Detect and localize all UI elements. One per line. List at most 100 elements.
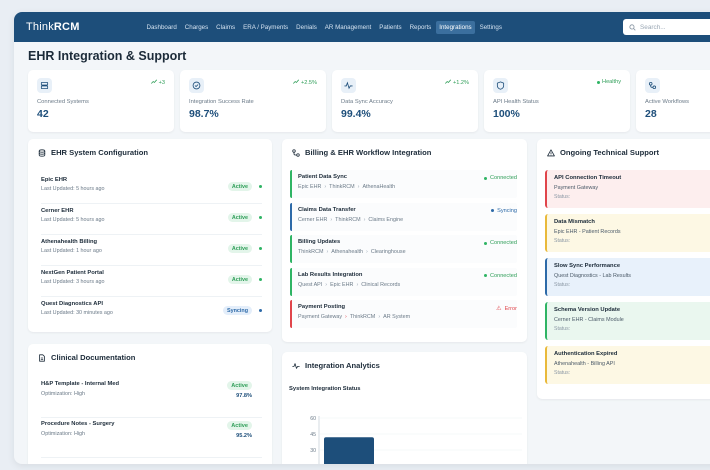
workflow-path: Payment Gateway › ThinkRCM › AR System: [298, 314, 517, 320]
nav-link-era-payments[interactable]: ERA / Payments: [243, 23, 289, 31]
chevron-right-icon: ›: [357, 184, 360, 190]
stat-delta: +3: [150, 79, 165, 86]
doc-score: 97.8%: [236, 393, 252, 399]
stat-card[interactable]: +2.5% Integration Success Rate 98.7%: [180, 70, 326, 132]
workflow-row[interactable]: Patient Data Sync Epic EHR › ThinkRCM › Athen…: [290, 170, 517, 198]
stat-card[interactable]: +1.2% Data Sync Accuracy 99.4%: [332, 70, 478, 132]
nav-link-patients[interactable]: Patients: [379, 23, 402, 31]
chevron-right-icon: ›: [366, 249, 368, 256]
support-ticket[interactable]: Schema Version Update Cerner EHR - Claims…: [545, 302, 710, 340]
workflow-node: Claims Engine: [368, 216, 404, 223]
ticket-status: Status:: [554, 282, 571, 288]
stat-label: Integration Success Rate: [189, 99, 254, 105]
workflow-row[interactable]: Claims Data Transfer Cerner EHR › ThinkRCM ›…: [290, 202, 517, 231]
clinical-docs-title-text: Clinical Documentation: [51, 353, 136, 362]
support-ticket[interactable]: Slow Sync Performance Quest Diagnostics -…: [545, 258, 710, 296]
ehr-system-row[interactable]: Epic EHR Last Updated: 5 hours ago Active: [41, 173, 262, 204]
ticket-status: Status:: [554, 194, 571, 200]
stat-value: 98.7%: [189, 108, 219, 120]
support-ticket[interactable]: API Connection Timeout Payment Gateway Sta…: [545, 170, 710, 208]
stat-card[interactable]: +3 Connected Systems 42: [28, 70, 174, 132]
clinical-docs-card: Clinical Documentation H&P Template - In…: [28, 344, 272, 464]
logo[interactable]: ThinkRCM: [26, 21, 143, 33]
workflow-node: Cerner EHR: [298, 216, 328, 223]
pulse-icon: [341, 78, 356, 93]
status-dot: [483, 274, 487, 278]
chevron-right-icon: ›: [363, 216, 366, 223]
status-dot: [259, 309, 262, 312]
nav-link-ar-management[interactable]: AR Management: [324, 23, 372, 31]
ehr-system-name: Athenahealth Billing: [41, 239, 98, 245]
warning-icon: ⚠: [496, 306, 502, 313]
workflow-card: Billing & EHR Workflow Integration Patie…: [282, 139, 527, 342]
doc-template-row[interactable]: Procedure Notes - Surgery Optimization: H…: [41, 418, 262, 458]
chevron-right-icon: ›: [330, 216, 333, 223]
nav-link-claims[interactable]: Claims: [216, 23, 236, 31]
page-title: EHR Integration & Support: [28, 49, 187, 63]
y-tick-label: 30: [310, 448, 316, 454]
support-list: API Connection Timeout Payment Gateway Sta…: [537, 157, 710, 384]
workflow-node: Epic EHR: [330, 281, 354, 288]
ehr-system-name: NextGen Patient Portal: [41, 270, 104, 276]
support-ticket[interactable]: Authentication Expired Athenahealth - Bil…: [545, 346, 710, 384]
y-tick-label: 60: [310, 416, 316, 422]
ticket-system: Payment Gateway: [554, 185, 599, 191]
nav-link-dashboard[interactable]: Dashboard: [146, 23, 177, 31]
doc-template-row[interactable]: H&P Template - Internal Med Optimization:…: [41, 378, 262, 418]
search-input[interactable]: Search...: [623, 19, 710, 35]
ehr-system-row[interactable]: NextGen Patient Portal Last Updated: 3 ho…: [41, 266, 262, 297]
workflow-node: Athenahealth: [331, 249, 364, 256]
chevron-right-icon: ›: [345, 314, 347, 321]
nav-link-settings[interactable]: Settings: [479, 23, 502, 31]
workflow-row[interactable]: Payment Posting Payment Gateway › ThinkRCM ›…: [290, 300, 517, 329]
workflow-title-text: Billing & EHR Workflow Integration: [305, 148, 432, 157]
ticket-system: Cerner EHR - Claims Module: [554, 317, 624, 323]
ticket-system: Athenahealth - Billing API: [554, 361, 615, 367]
stat-cards: +3 Connected Systems 42 +2.5% Integration Su…: [28, 70, 710, 132]
workflow-name: Claims Data Transfer: [298, 206, 356, 213]
ehr-system-row[interactable]: Athenahealth Billing Last Updated: 1 hour…: [41, 235, 262, 266]
ehr-system-row[interactable]: Cerner EHR Last Updated: 5 hours ago Activ…: [41, 204, 262, 235]
pulse-icon: [292, 362, 300, 369]
workflow-title: Billing & EHR Workflow Integration: [282, 139, 527, 157]
chart-bar[interactable]: [324, 437, 374, 464]
workflow-path: Epic EHR › ThinkRCM › AthenaHealth: [298, 184, 517, 190]
workflow-status: Syncing: [491, 208, 517, 214]
workflow-row[interactable]: Billing Updates ThinkRCM › Athenahealth › Cle…: [290, 235, 517, 264]
ehr-config-card: EHR System Configuration Epic EHR Last Up…: [28, 139, 272, 332]
ehr-system-updated: Last Updated: 1 hour ago: [41, 248, 102, 254]
stat-card[interactable]: Active Workflows 28: [636, 70, 710, 132]
nav-link-charges[interactable]: Charges: [184, 23, 209, 31]
ticket-status: Status:: [554, 326, 571, 332]
workflow-path: Cerner EHR › ThinkRCM › Claims Engine: [298, 217, 517, 223]
top-nav: ThinkRCM Dashboard Charges Claims ERA / Pay…: [14, 12, 710, 42]
workflow-row[interactable]: Lab Results Integration Quest API › Epic EH…: [290, 267, 517, 296]
support-title: Ongoing Technical Support: [537, 139, 710, 157]
analytics-title-text: Integration Analytics: [305, 361, 380, 370]
stat-value: 99.4%: [341, 108, 371, 120]
nav-link-integrations[interactable]: Integrations: [435, 20, 476, 34]
search-icon: [629, 23, 636, 31]
workflow-node: Clinical Records: [361, 281, 401, 288]
nav-link-denials[interactable]: Denials: [296, 23, 317, 31]
stat-card[interactable]: Healthy API Health Status 100%: [484, 70, 630, 132]
ticket-title: Authentication Expired: [554, 351, 618, 357]
ticket-status: Status:: [554, 238, 571, 244]
status-badge: Active: [227, 381, 252, 390]
workflow-node: ThinkRCM: [329, 184, 355, 190]
nav-link-reports[interactable]: Reports: [409, 23, 432, 31]
y-tick-label: 45: [310, 432, 316, 438]
ehr-system-row[interactable]: Quest Diagnostics API Last Updated: 30 mi…: [41, 297, 262, 328]
stat-value: 42: [37, 108, 49, 120]
stat-label: Data Sync Accuracy: [341, 99, 393, 105]
ehr-config-title-text: EHR System Configuration: [51, 148, 149, 157]
stat-delta: +2.5%: [292, 79, 317, 86]
workflow-icon: [645, 78, 660, 93]
trend-up-icon: [292, 79, 299, 86]
chevron-right-icon: ›: [356, 281, 359, 288]
support-ticket[interactable]: Data Mismatch Epic EHR - Patient Records S…: [545, 214, 710, 252]
workflow-name: Patient Data Sync: [298, 174, 347, 180]
status-badge: Active: [227, 244, 252, 253]
chevron-right-icon: ›: [378, 314, 381, 321]
logo-think: Think: [26, 21, 54, 33]
